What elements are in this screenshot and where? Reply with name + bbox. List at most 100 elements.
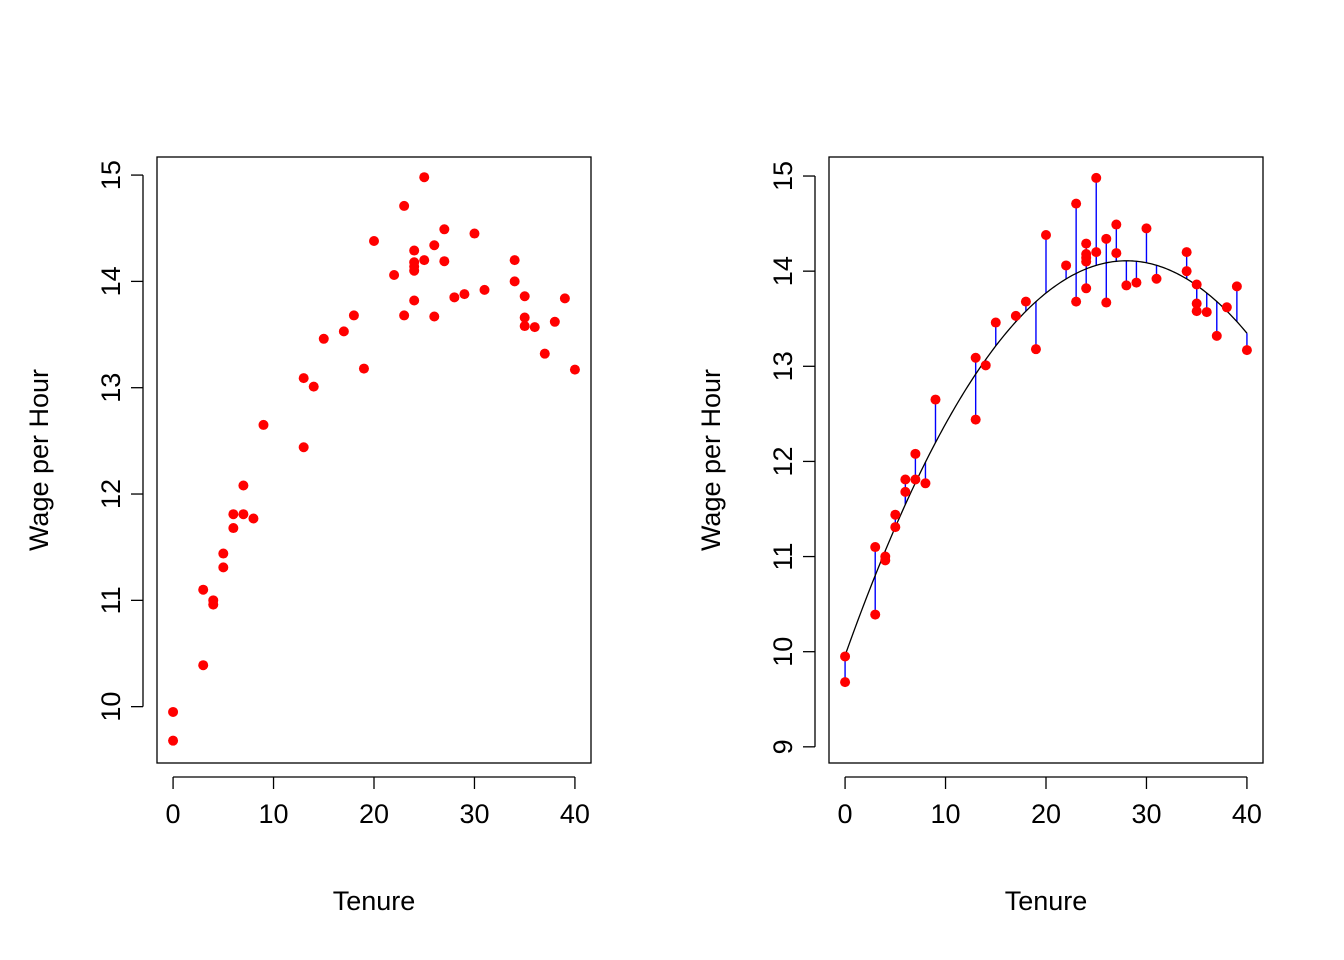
data-point [429, 311, 440, 322]
data-point [1010, 310, 1021, 321]
data-point [389, 270, 400, 281]
data-point [228, 523, 239, 534]
data-point [1061, 260, 1072, 271]
data-point [910, 448, 921, 459]
data-point [1081, 256, 1092, 267]
data-point [1191, 306, 1202, 317]
data-point [1091, 247, 1102, 258]
data-point [930, 394, 941, 405]
x-axis: 0 10 20 30 40 [166, 776, 590, 829]
data-point [248, 513, 259, 524]
y-tick-label: 13 [768, 351, 798, 381]
x-tick-label: 10 [259, 799, 289, 829]
data-point [429, 240, 440, 251]
data-point [198, 660, 209, 671]
data-layer [168, 172, 580, 746]
data-point [399, 200, 410, 211]
data-point [318, 333, 329, 344]
x-tick-label: 30 [1131, 799, 1161, 829]
y-axis-title: Wage per Hour [696, 369, 726, 551]
data-point [900, 474, 911, 485]
y-axis-title: Wage per Hour [24, 369, 54, 551]
x-axis: 0 10 20 30 40 [838, 776, 1262, 829]
right-fit-panel: 0 10 20 30 40 9 10 11 12 13 14 15 Tenure Wage per … [696, 156, 1264, 916]
data-point [539, 348, 550, 359]
x-tick-label: 0 [838, 799, 853, 829]
data-point [399, 310, 410, 321]
data-point [238, 509, 249, 520]
data-point [168, 735, 179, 746]
data-point [1191, 279, 1202, 290]
data-point [1081, 238, 1092, 249]
data-point [218, 548, 229, 559]
x-axis-title: Tenure [333, 886, 416, 916]
x-axis-title: Tenure [1005, 886, 1088, 916]
y-tick-label: 10 [96, 692, 126, 722]
data-point [1241, 345, 1252, 356]
data-point [890, 522, 901, 533]
data-point [980, 360, 991, 371]
y-tick-label: 10 [768, 637, 798, 667]
data-point [569, 364, 580, 375]
data-point [1101, 297, 1112, 308]
left-scatter-panel: 0 10 20 30 40 10 11 12 13 14 15 Tenure Wage per H… [24, 156, 592, 916]
data-point [549, 316, 560, 327]
data-point [228, 509, 239, 520]
data-point [419, 172, 430, 183]
data-point [369, 235, 379, 246]
data-point [1231, 281, 1242, 292]
data-point [308, 381, 319, 392]
data-point [840, 677, 851, 688]
x-tick-label: 0 [166, 799, 181, 829]
x-tick-label: 30 [459, 799, 489, 829]
data-point [870, 609, 881, 620]
data-point [258, 419, 269, 430]
data-point [910, 474, 921, 485]
y-tick-label: 11 [96, 586, 126, 614]
y-tick-label: 9 [768, 739, 798, 754]
data-point [1131, 277, 1142, 288]
y-tick-label: 14 [96, 266, 126, 296]
data-point [208, 599, 219, 610]
data-point [449, 292, 460, 303]
data-point [479, 284, 490, 295]
data-point [1071, 296, 1082, 307]
data-point [1201, 307, 1212, 318]
data-point [1181, 247, 1192, 258]
data-point [409, 295, 420, 306]
data-point [519, 312, 530, 323]
y-tick-label: 13 [96, 373, 126, 403]
data-point [338, 326, 349, 337]
data-point [559, 293, 570, 304]
data-point [1111, 248, 1122, 259]
data-point [1030, 344, 1041, 355]
data-point [409, 265, 420, 276]
data-point [890, 509, 901, 520]
data-point [1020, 296, 1031, 307]
data-point [519, 291, 530, 302]
y-tick-label: 14 [768, 256, 798, 286]
x-tick-label: 20 [1031, 799, 1061, 829]
data-point [348, 310, 359, 321]
y-tick-label: 15 [96, 160, 126, 190]
data-point [529, 322, 540, 333]
data-point [840, 651, 851, 662]
data-point [1071, 198, 1082, 209]
data-point [1041, 230, 1051, 241]
y-tick-label: 12 [768, 446, 798, 476]
fitted-curve [844, 260, 1248, 656]
data-point [439, 224, 450, 235]
data-point [168, 706, 179, 717]
data-point [970, 414, 981, 425]
data-point [1211, 330, 1222, 341]
data-point [409, 245, 420, 256]
data-point [880, 555, 891, 566]
data-layer [840, 172, 1252, 688]
data-point [419, 255, 430, 266]
data-point [900, 486, 911, 497]
x-tick-label: 10 [931, 799, 961, 829]
plot-frame [828, 156, 1264, 764]
data-point [459, 289, 470, 300]
data-point [920, 478, 931, 489]
y-axis: 9 10 11 12 13 14 15 [768, 161, 816, 754]
